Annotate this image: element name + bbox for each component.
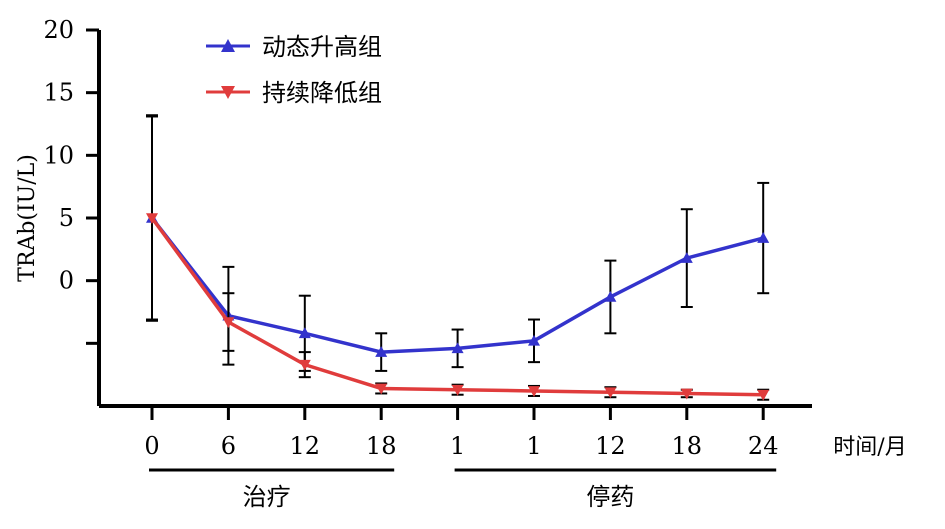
data-point-triangle-down-icon: [604, 387, 617, 399]
y-tick-label: 5: [59, 204, 74, 232]
y-axis-title: TRAb(IU/L): [15, 154, 40, 282]
x-ticks: 0 6 12 18 1 1 12 18 24: [144, 406, 778, 460]
x-tick-label: 12: [290, 432, 321, 460]
legend-label-series-1: 持续降低组: [262, 79, 382, 107]
group-label-withdrawal: 停药: [586, 483, 634, 511]
group-label-treatment: 治疗: [243, 483, 291, 511]
x-tick-label: 1: [450, 432, 465, 460]
x-tick-label: 6: [221, 432, 236, 460]
y-tick-label: 15: [43, 79, 74, 107]
series-layer: [146, 114, 770, 401]
x-tick-label: 12: [595, 432, 626, 460]
legend-marker-triangle-down-icon: [221, 86, 235, 99]
y-tick-label: 10: [43, 141, 74, 169]
data-point-triangle-down-icon: [528, 386, 540, 397]
legend: 动态升高组 持续降低组: [206, 33, 382, 107]
series-1: [146, 115, 770, 401]
data-point-triangle-up-icon: [680, 252, 693, 263]
data-point-triangle-up-icon: [375, 346, 388, 357]
data-point-triangle-down-icon: [757, 389, 770, 401]
data-point-triangle-down-icon: [680, 388, 693, 400]
data-point-triangle-up-icon: [604, 290, 617, 302]
legend-marker-triangle-up-icon: [221, 39, 235, 52]
series-line-1: [150, 216, 764, 397]
y-tick-label: 20: [43, 16, 74, 44]
data-point-triangle-down-icon: [298, 359, 311, 371]
x-axis-title: 时间/月: [833, 435, 906, 460]
legend-label-series-0: 动态升高组: [262, 33, 382, 61]
x-tick-label: 18: [366, 432, 397, 460]
x-tick-label: 0: [144, 432, 159, 460]
data-point-triangle-up-icon: [757, 232, 770, 243]
x-tick-label: 1: [526, 432, 541, 460]
data-point-triangle-down-icon: [222, 317, 235, 329]
data-point-triangle-up-icon: [451, 342, 464, 354]
x-tick-label: 18: [672, 432, 703, 460]
y-ticks: 20 15 10 5 0: [43, 16, 99, 345]
data-point-triangle-down-icon: [146, 213, 158, 224]
x-tick-label: 24: [748, 432, 779, 460]
data-point-triangle-up-icon: [528, 334, 540, 346]
data-point-triangle-down-icon: [451, 384, 464, 396]
data-point-triangle-down-icon: [375, 383, 388, 395]
series-0: [146, 114, 770, 372]
data-point-triangle-up-icon: [298, 327, 311, 339]
y-tick-label: 0: [59, 267, 74, 295]
